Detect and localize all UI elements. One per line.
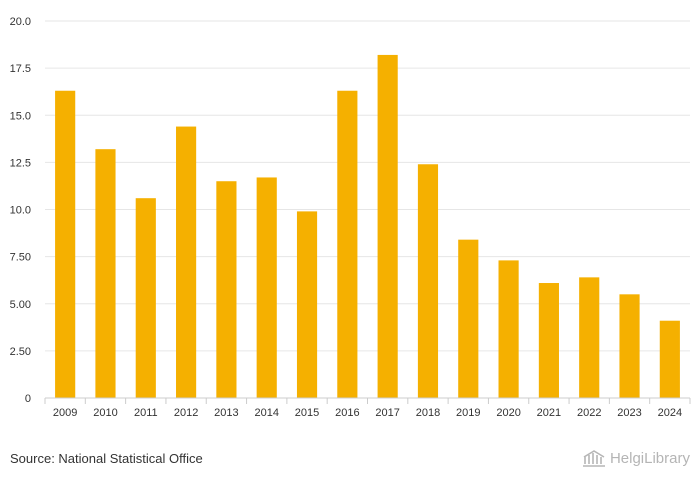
bar-2024[interactable] — [659, 320, 680, 398]
bar-2017[interactable] — [377, 54, 398, 399]
y-tick-label: 12.5 — [10, 157, 31, 169]
bar-2010[interactable] — [95, 149, 116, 398]
y-tick-label: 5.00 — [10, 299, 31, 311]
y-tick-label: 10.0 — [10, 205, 31, 217]
source-note: Source: National Statistical Office — [10, 451, 203, 466]
bar-2015[interactable] — [296, 211, 318, 398]
bar-2009[interactable] — [55, 90, 76, 399]
bar-2022[interactable] — [579, 277, 600, 398]
x-tick-label: 2015 — [295, 407, 319, 419]
x-tick-label: 2017 — [375, 407, 399, 419]
bar-2019[interactable] — [458, 239, 479, 398]
y-tick-label: 2.50 — [10, 346, 31, 358]
x-tick-label: 2018 — [416, 407, 440, 419]
x-axis-tick-marks — [44, 398, 691, 404]
x-tick-label: 2019 — [456, 407, 480, 419]
bar-2011[interactable] — [135, 198, 156, 398]
x-tick-label: 2014 — [254, 407, 278, 419]
bar-2023[interactable] — [619, 294, 640, 398]
bar-2013[interactable] — [216, 181, 237, 398]
x-tick-label: 2010 — [93, 407, 117, 419]
y-tick-label: 7.50 — [10, 252, 31, 264]
x-tick-label: 2020 — [496, 407, 520, 419]
bar-2012[interactable] — [176, 126, 197, 398]
bar-2020[interactable] — [498, 260, 519, 398]
library-building-icon — [582, 450, 605, 467]
bar-2014[interactable] — [256, 177, 277, 398]
x-tick-label: 2024 — [658, 407, 682, 419]
brand-name: HelgiLibrary — [609, 449, 690, 467]
x-tick-label: 2021 — [537, 407, 561, 419]
x-tick-label: 2022 — [577, 407, 601, 419]
x-tick-label: 2013 — [214, 407, 238, 419]
bars — [55, 54, 680, 399]
bar-2021[interactable] — [538, 283, 559, 398]
x-tick-label: 2012 — [174, 407, 198, 419]
x-tick-label: 2011 — [134, 407, 158, 419]
bar-2018[interactable] — [417, 164, 439, 398]
y-tick-label: 20.0 — [10, 16, 31, 28]
brand-logo[interactable]: HelgiLibrary — [582, 449, 690, 467]
y-tick-label: 15.0 — [10, 110, 31, 122]
x-tick-label: 2009 — [53, 407, 77, 419]
y-tick-label: 17.5 — [10, 63, 31, 75]
x-tick-label: 2023 — [617, 407, 641, 419]
x-tick-label: 2016 — [335, 407, 359, 419]
y-tick-label: 0 — [25, 393, 31, 405]
x-axis-tick-labels: 2009 2010 2011 2012 2013 2014 2015 2016 2017 2018… — [53, 407, 682, 419]
y-axis-tick-labels: 0 2.50 5.00 7.50 10.0 12.5 15.0 17.5 20.0 — [10, 16, 31, 405]
bar-2016[interactable] — [337, 90, 358, 399]
